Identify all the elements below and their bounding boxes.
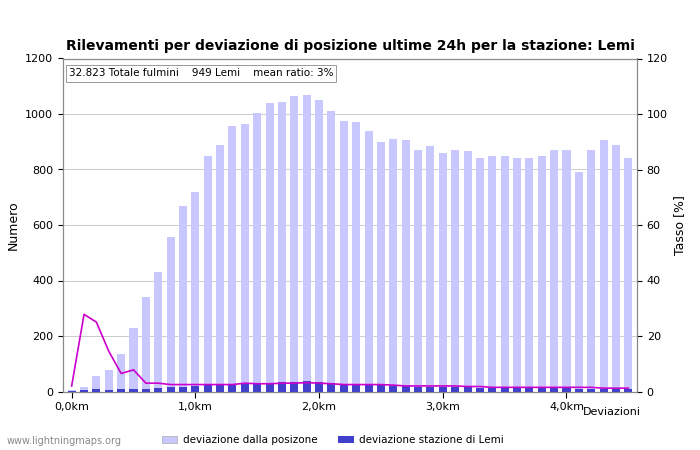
Bar <box>451 387 459 392</box>
Bar <box>500 156 509 392</box>
Y-axis label: Numero: Numero <box>6 200 20 250</box>
Bar <box>265 103 274 392</box>
Bar <box>550 150 558 392</box>
Bar <box>216 385 224 392</box>
Bar <box>587 150 595 392</box>
Bar <box>439 153 447 392</box>
Bar <box>513 158 521 392</box>
Bar <box>587 389 595 392</box>
Bar <box>216 144 224 392</box>
Text: Deviazioni: Deviazioni <box>582 407 640 417</box>
Bar <box>204 156 212 392</box>
Bar <box>500 387 509 392</box>
Bar <box>241 383 249 392</box>
Bar <box>154 388 162 392</box>
Bar <box>328 111 335 392</box>
Bar <box>414 387 422 392</box>
Bar <box>352 384 361 392</box>
Bar <box>526 158 533 392</box>
Bar <box>228 384 237 392</box>
Bar <box>302 94 311 392</box>
Bar <box>117 354 125 392</box>
Bar <box>142 389 150 392</box>
Bar <box>191 192 200 392</box>
Text: 32.823 Totale fulmini    949 Lemi    mean ratio: 3%: 32.823 Totale fulmini 949 Lemi mean rati… <box>69 68 333 78</box>
Bar <box>352 122 361 392</box>
Bar <box>68 390 76 392</box>
Bar <box>278 382 286 392</box>
Bar <box>550 388 558 392</box>
Bar <box>142 297 150 392</box>
Bar <box>476 387 484 392</box>
Bar <box>315 100 323 392</box>
Bar <box>130 389 137 392</box>
Bar <box>612 144 620 392</box>
Y-axis label: Tasso [%]: Tasso [%] <box>673 195 687 255</box>
Bar <box>154 272 162 392</box>
Bar <box>439 387 447 392</box>
Bar <box>624 158 632 392</box>
Bar <box>290 382 298 392</box>
Bar <box>563 388 570 392</box>
Bar <box>488 156 496 392</box>
Bar <box>389 139 398 392</box>
Bar <box>265 382 274 392</box>
Bar <box>80 390 88 392</box>
Bar <box>563 150 570 392</box>
Bar <box>290 96 298 392</box>
Bar <box>204 385 212 392</box>
Bar <box>130 328 137 392</box>
Bar <box>105 390 113 392</box>
Bar <box>426 387 435 392</box>
Bar <box>228 126 237 392</box>
Bar <box>80 387 88 392</box>
Bar <box>117 389 125 392</box>
Bar <box>389 386 398 391</box>
Bar <box>191 386 200 391</box>
Bar <box>377 385 385 392</box>
Text: www.lightningmaps.org: www.lightningmaps.org <box>7 436 122 446</box>
Bar <box>488 387 496 392</box>
Bar <box>414 150 422 392</box>
Bar <box>92 389 100 392</box>
Bar <box>463 152 472 392</box>
Bar <box>575 172 583 392</box>
Bar <box>179 387 187 392</box>
Bar <box>463 387 472 392</box>
Bar <box>612 389 620 392</box>
Bar <box>365 130 372 392</box>
Bar <box>340 384 348 392</box>
Bar <box>526 388 533 392</box>
Bar <box>451 150 459 392</box>
Title: Rilevamenti per deviazione di posizione ultime 24h per la stazione: Lemi: Rilevamenti per deviazione di posizione … <box>66 39 634 53</box>
Bar <box>253 383 261 392</box>
Bar <box>513 388 521 392</box>
Bar <box>278 102 286 392</box>
Bar <box>365 385 372 392</box>
Bar <box>92 376 100 392</box>
Bar <box>377 142 385 392</box>
Bar <box>328 383 335 392</box>
Bar <box>302 381 311 392</box>
Bar <box>624 389 632 392</box>
Bar <box>426 146 435 392</box>
Bar <box>402 386 409 391</box>
Bar <box>253 112 261 392</box>
Bar <box>167 238 174 392</box>
Bar <box>105 370 113 392</box>
Bar <box>600 140 608 392</box>
Bar <box>315 382 323 392</box>
Bar <box>600 389 608 392</box>
Bar <box>68 391 76 392</box>
Bar <box>476 158 484 392</box>
Bar <box>179 206 187 392</box>
Bar <box>538 156 546 392</box>
Bar <box>167 387 174 392</box>
Bar <box>402 140 409 392</box>
Bar <box>575 389 583 392</box>
Bar <box>241 124 249 392</box>
Bar <box>340 121 348 392</box>
Bar <box>538 388 546 392</box>
